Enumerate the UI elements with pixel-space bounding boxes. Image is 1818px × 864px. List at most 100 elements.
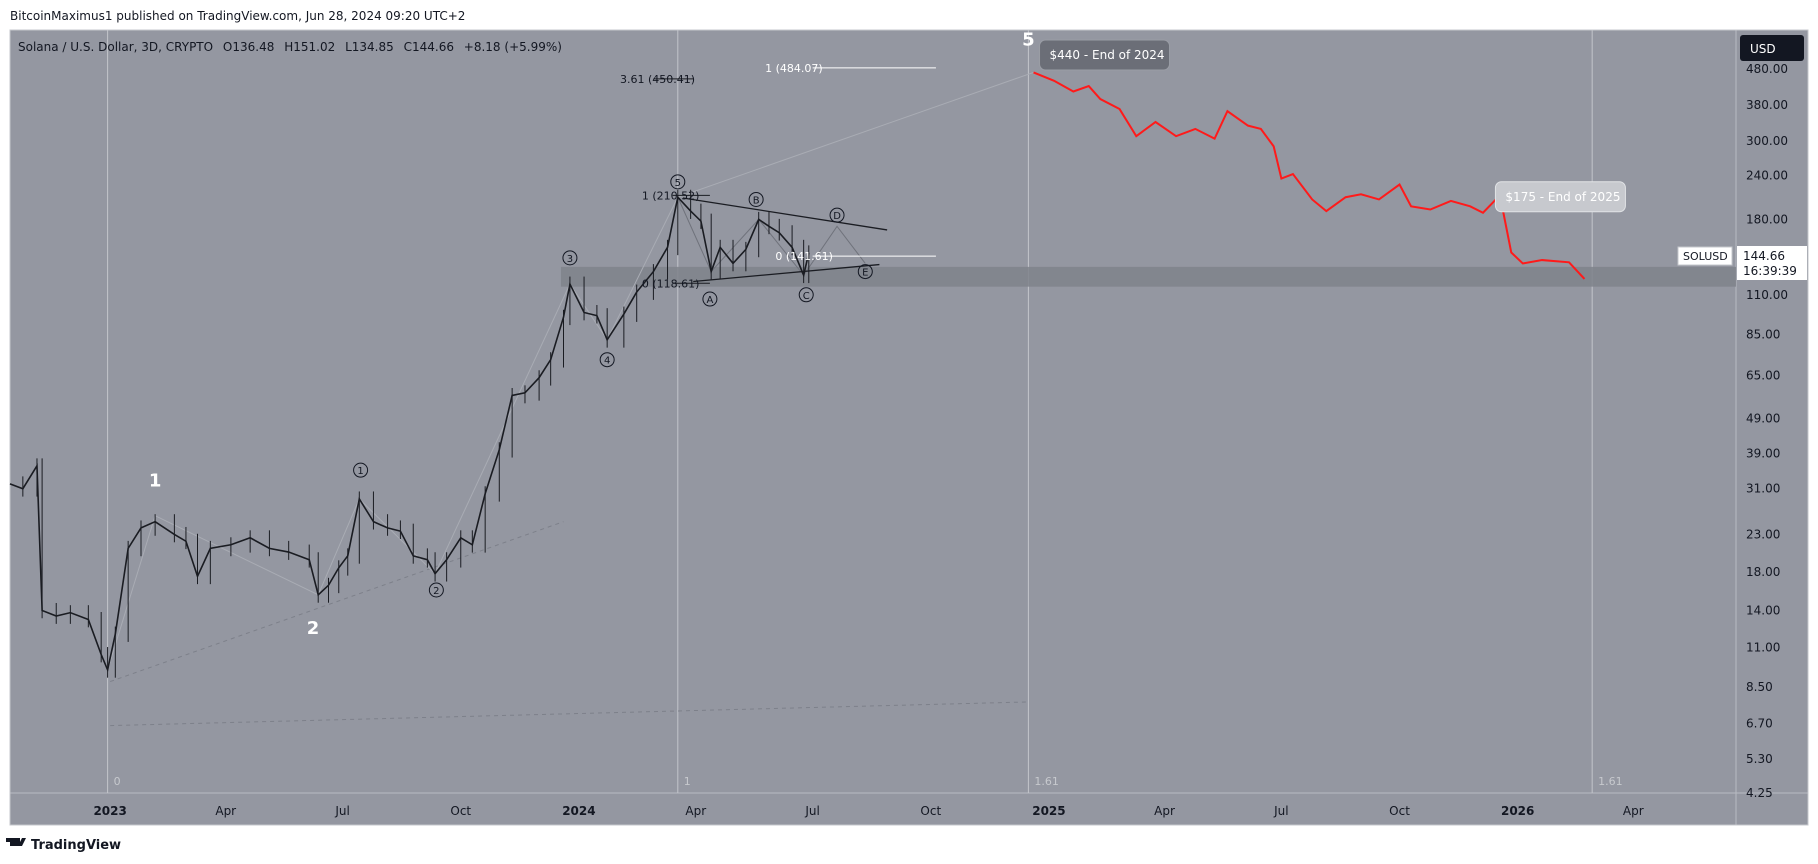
wave-marker-ring-7	[798, 287, 814, 303]
legend-low: 134.85	[352, 40, 394, 54]
triangle-upper	[682, 197, 888, 231]
vertical-line-label-3: 1.61	[1598, 775, 1623, 788]
legend-high-label: H	[284, 40, 293, 54]
price-line	[9, 195, 810, 673]
callout-text-0: $440 - End of 2024	[1050, 48, 1165, 62]
fib-label-4: 0 (118.61)	[642, 277, 700, 290]
x-tick-8: 2025	[1032, 804, 1065, 818]
fib-levels: 3.61 (450.41) 1 (484.07) 1 (210.52) 0 (141.…	[620, 62, 936, 290]
fib-label-0: 3.61 (450.41)	[620, 73, 695, 86]
x-tick-6: Jul	[804, 804, 819, 818]
bar-countdown: 16:39:39	[1743, 264, 1797, 278]
wave-marker-ring-2	[562, 250, 578, 266]
x-tick-10: Jul	[1273, 804, 1288, 818]
callout-box-0	[1039, 39, 1171, 71]
support-zone-rect	[560, 266, 1736, 287]
y-tick-9: 49.00	[1746, 412, 1780, 426]
dashed-trendline-1	[110, 521, 564, 683]
y-tick-15: 11.00	[1746, 640, 1780, 654]
price-axis-panel[interactable]	[1736, 30, 1808, 793]
wave-marker-label-8: D	[833, 211, 841, 222]
fib-label-3: 0 (141.61)	[775, 250, 833, 263]
legend-symbol[interactable]: Solana / U.S. Dollar, 3D, CRYPTO	[18, 40, 213, 54]
y-tick-6: 110.00	[1746, 288, 1788, 302]
wave-marker-ring-8	[829, 207, 845, 223]
triangle-lower	[693, 263, 880, 283]
last-price-value: 144.66	[1743, 249, 1785, 263]
footer-brand: TradingView	[31, 838, 121, 853]
wave-marker-ring-1	[428, 582, 444, 598]
legend-high: 151.02	[293, 40, 335, 54]
vertical-line-label-1: 1	[684, 775, 691, 788]
x-tick-4: 2024	[562, 804, 595, 818]
tradingview-logo: TradingView	[6, 838, 121, 853]
symbol-tag-label: SOLUSD	[1683, 250, 1728, 263]
svg-text:Solana / U.S. Dollar, 3D, CRYP: Solana / U.S. Dollar, 3D, CRYPTO O136.48…	[18, 40, 562, 54]
wave-path-abcde	[677, 197, 866, 277]
x-tick-3: Oct	[450, 804, 471, 818]
wave-marker-ring-5	[702, 291, 718, 307]
price-series	[9, 189, 810, 678]
y-tick-16: 8.50	[1746, 680, 1773, 694]
wave-marker-label-6: B	[753, 195, 760, 206]
plot-area[interactable]	[10, 30, 1736, 793]
wave-label-big-0: 1	[149, 470, 162, 491]
wave-marker-label-1: 2	[433, 586, 439, 597]
x-tick-11: Oct	[1389, 804, 1410, 818]
currency-button-label: USD	[1750, 42, 1776, 56]
chart-border	[9, 29, 1809, 826]
currency-button[interactable]: USD	[1740, 35, 1804, 61]
x-tick-9: Apr	[1154, 804, 1175, 818]
dashed-trendline-2	[110, 701, 1026, 727]
wave-marker-ring-9	[857, 264, 873, 280]
triangle-pattern	[682, 197, 888, 283]
y-tick-3: 240.00	[1746, 168, 1788, 182]
y-tick-0: 480.00	[1746, 62, 1788, 76]
wave-marker-ring-3	[599, 352, 615, 368]
wave-marker-label-2: 3	[567, 254, 573, 265]
legend-close-label: C	[404, 40, 412, 54]
price-axis: 480.00 380.00 300.00 240.00 180.00 110.00 85.0…	[1746, 62, 1788, 800]
symbol-tag: SOLUSD	[1677, 246, 1733, 266]
callout-0: $440 - End of 2024	[1039, 39, 1171, 71]
y-tick-2: 300.00	[1746, 134, 1788, 148]
fib-label-1: 1 (484.07)	[765, 62, 823, 75]
callouts: $440 - End of 2024 $175 - End of 2025	[1039, 39, 1626, 213]
wave-marker-label-0: 1	[357, 466, 363, 477]
y-tick-19: 4.25	[1746, 786, 1773, 800]
callout-text-1: $175 - End of 2025	[1505, 190, 1620, 204]
wave-marker-ring-0	[353, 462, 369, 478]
y-tick-7: 85.00	[1746, 327, 1780, 341]
x-tick-1: Apr	[215, 804, 236, 818]
wave-marker-label-7: C	[803, 291, 810, 302]
wave-marker-ring-6	[748, 191, 764, 207]
legend-open-label: O	[223, 40, 232, 54]
y-tick-18: 5.30	[1746, 752, 1773, 766]
legend-low-label: L	[345, 40, 352, 54]
wave-labels: 1 2 5 1 2 3 4 5 A B C D E	[149, 30, 1035, 639]
legend-change: +8.18 (+5.99%)	[464, 40, 562, 54]
time-axis-panel[interactable]	[10, 793, 1808, 825]
time-axis: 2023 Apr Jul Oct 2024 Apr Jul Oct 2025 Apr Jul Oct 2…	[93, 804, 1643, 818]
callout-1: $175 - End of 2025	[1494, 181, 1626, 213]
support-zone	[560, 266, 1736, 287]
y-tick-1: 380.00	[1746, 98, 1788, 112]
x-tick-5: Apr	[685, 804, 706, 818]
legend-open: 136.48	[232, 40, 274, 54]
trend-lines	[110, 521, 1026, 727]
callout-box-1	[1494, 181, 1626, 213]
wave-label-big-2: 5	[1022, 30, 1035, 51]
wave-marker-label-3: 4	[604, 356, 610, 367]
y-tick-13: 18.00	[1746, 565, 1780, 579]
y-tick-8: 65.00	[1746, 368, 1780, 382]
y-tick-10: 39.00	[1746, 447, 1780, 461]
wave-marker-label-4: 5	[675, 178, 681, 189]
vertical-line-label-0: 0	[114, 775, 121, 788]
vertical-lines: 0 1 1.61 1.61	[107, 30, 1623, 793]
y-tick-17: 6.70	[1746, 716, 1773, 730]
publisher-line: BitcoinMaximus1 published on TradingView…	[10, 9, 465, 23]
wave-marker-label-9: E	[862, 268, 868, 279]
y-tick-12: 23.00	[1746, 527, 1780, 541]
symbol-legend: Solana / U.S. Dollar, 3D, CRYPTO O136.48…	[18, 40, 562, 54]
